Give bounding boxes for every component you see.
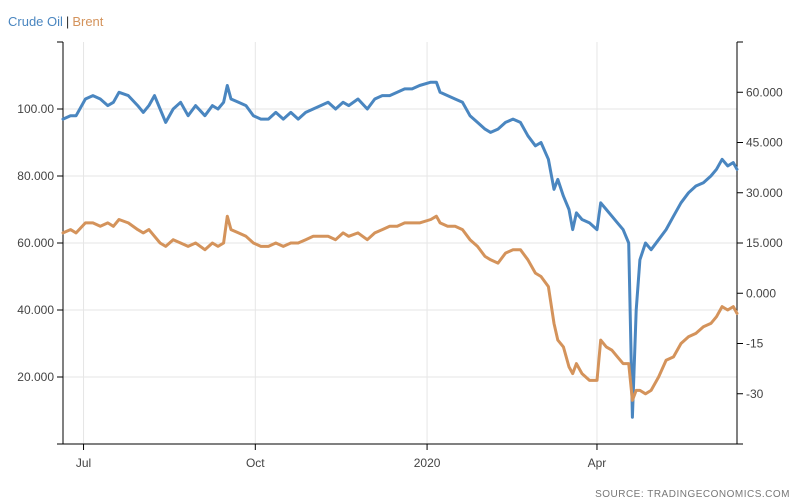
chart-legend: Crude Oil | Brent: [8, 14, 103, 29]
line-chart: 20.000 40.000 60.000 80.000 100.00 -30 -15 0.00…: [17, 41, 783, 470]
x-tick-label: 2020: [414, 456, 441, 470]
y-left-tick-label: 20.000: [17, 370, 54, 384]
y-left-tick-label: 60.000: [17, 236, 54, 250]
legend-separator: |: [65, 14, 70, 29]
y-right-tick-label: 60.000: [746, 85, 783, 99]
y-left-tick-label: 40.000: [17, 303, 54, 317]
legend-item-crude-oil[interactable]: Crude Oil: [8, 14, 63, 29]
y-right-tick-label: 30.000: [746, 186, 783, 200]
y-right-tick-label: 15.000: [746, 236, 783, 250]
y-right-tick-label: -30: [746, 387, 764, 401]
source-credit: SOURCE: TRADINGECONOMICS.COM: [595, 489, 790, 500]
y-right-tick-label: -15: [746, 337, 764, 351]
x-tick-label: Oct: [246, 456, 265, 470]
y-right-tick-label: 45.000: [746, 136, 783, 150]
y-right-tick-label: 0.000: [746, 286, 776, 300]
y-left-tick-label: 80.000: [17, 169, 54, 183]
series-line-brent: [61, 214, 739, 402]
x-tick-label: Apr: [588, 456, 607, 470]
series-line-crude-oil: [61, 80, 739, 419]
legend-item-brent[interactable]: Brent: [72, 14, 104, 29]
x-tick-label: Jul: [76, 456, 91, 470]
y-left-tick-label: 100.00: [17, 102, 54, 116]
